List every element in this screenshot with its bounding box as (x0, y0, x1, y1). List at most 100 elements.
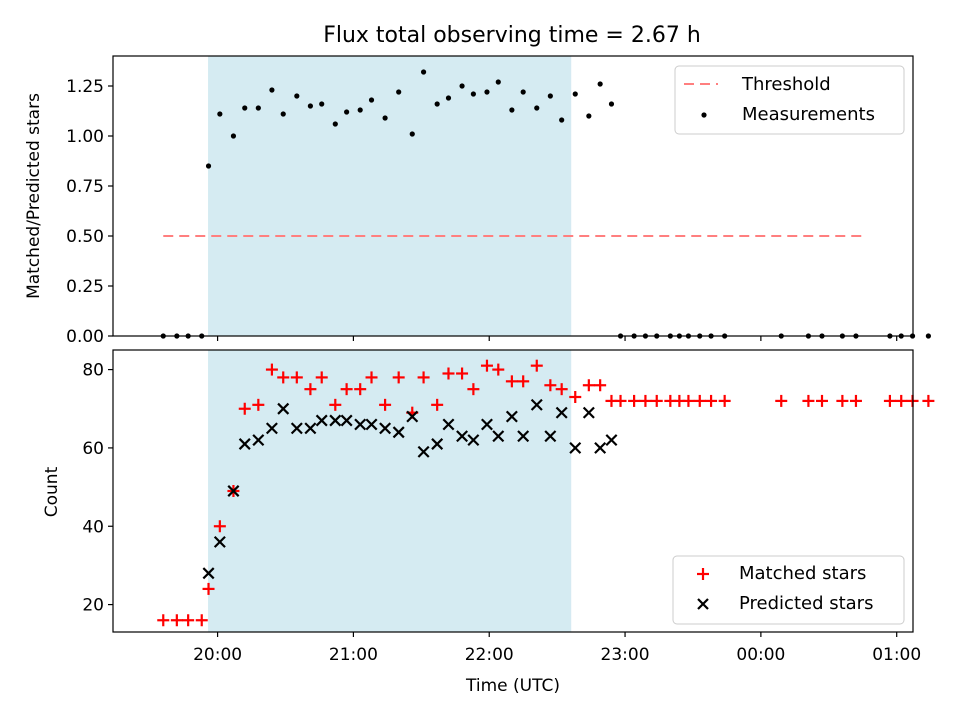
measurement-point (344, 109, 350, 115)
matched-star-point (705, 394, 718, 407)
matched-stars-legend-label: Matched stars (739, 563, 866, 584)
predicted-star-point (329, 414, 342, 427)
bottom-x-axis-label: Time (UTC) (465, 676, 560, 696)
matched-star-point (195, 614, 208, 627)
matched-star-point (304, 383, 317, 396)
matched-star-point (467, 383, 480, 396)
matched-star-point (252, 398, 265, 411)
measurement-point (319, 101, 325, 107)
predicted-star-point (456, 430, 469, 443)
matched-star-point (392, 371, 405, 384)
matched-star-point (836, 394, 849, 407)
bottom-y-axis-label: Count (42, 466, 62, 517)
measurement-point (242, 105, 248, 111)
matched-stars-series (157, 359, 935, 627)
predicted-star-point (315, 414, 328, 427)
predicted-star-point (569, 441, 582, 454)
measurement-point (509, 107, 515, 113)
top-legend-box (674, 65, 905, 135)
predicted-star-point (265, 422, 278, 435)
matched-star-point (650, 394, 663, 407)
matched-star-point (365, 371, 378, 384)
predicted-star-point (544, 430, 557, 443)
measurement-point (586, 113, 592, 119)
bottom-legend-box (672, 555, 905, 625)
predicted-star-point (582, 406, 595, 419)
bottom-shaded-region (208, 349, 572, 633)
predicted-star-point (392, 426, 405, 439)
matched-star-point (569, 391, 582, 403)
matched-star-point (849, 394, 862, 407)
top-shaded-region (208, 55, 572, 337)
matched-stars-legend-swatch (697, 568, 709, 580)
matched-star-point (202, 582, 215, 595)
matched-star-point (895, 394, 908, 407)
measurement-point (420, 69, 427, 75)
predicted-star-point (227, 485, 240, 497)
bottom-x-axis: 20:00 21:00 22:00 23:00 00:00 01:00 (193, 632, 921, 665)
top-y-tick-label: 1.00 (66, 127, 104, 147)
measurement-point (495, 79, 501, 85)
top-chart-title: Flux total observing time = 2.67 h (323, 23, 701, 48)
matched-star-point (555, 383, 568, 396)
matched-star-point (517, 375, 530, 388)
matched-star-point (329, 398, 342, 411)
matched-star-point (431, 398, 444, 411)
top-y-tick-label: 0.75 (66, 177, 104, 197)
measurement-point (294, 93, 300, 99)
matched-star-point (544, 379, 557, 392)
bottom-x-tick-label: 20:00 (193, 645, 242, 665)
predicted-star-point (202, 567, 215, 580)
bottom-y-tick-label: 80 (82, 361, 104, 381)
matched-star-point (417, 371, 430, 384)
matched-star-point (922, 394, 935, 407)
matched-star-point (157, 614, 170, 627)
bottom-plot-frame (112, 349, 914, 633)
matched-star-point (182, 614, 195, 627)
predicted-star-point (277, 402, 290, 415)
matched-star-point (883, 394, 896, 407)
measurement-point (368, 97, 375, 103)
measurement-point (217, 111, 223, 117)
predicted-star-point (354, 418, 367, 431)
measurement-point (534, 105, 540, 111)
predicted-star-point (480, 418, 493, 431)
matched-star-point (682, 394, 695, 407)
predicted-star-point (505, 410, 518, 423)
predicted-star-point (442, 418, 455, 431)
measurement-point (520, 89, 526, 95)
matched-star-point (775, 394, 788, 407)
measurement-point (445, 95, 452, 101)
predicted-star-point (238, 438, 251, 450)
top-panel: Flux total observing time = 2.67 h 0.000… (24, 23, 931, 347)
measurements-legend-label: Measurements (742, 104, 875, 125)
matched-star-point (170, 614, 183, 627)
matched-star-point (480, 359, 493, 372)
matched-star-point (594, 379, 607, 392)
measurement-point (608, 101, 615, 107)
predicted-star-point (467, 434, 480, 447)
measurement-point (269, 87, 275, 93)
measurement-point (409, 131, 415, 137)
matched-star-point (238, 402, 251, 415)
bottom-y-tick-label: 20 (82, 596, 104, 616)
matched-star-point (456, 367, 469, 380)
top-y-tick-label: 1.25 (66, 77, 104, 97)
bottom-y-tick-label: 60 (82, 439, 104, 459)
top-y-tick-label: 0.25 (66, 277, 104, 297)
predicted-star-point (555, 406, 568, 419)
measurement-point (925, 333, 931, 339)
top-x-axis (216, 336, 898, 341)
matched-star-point (354, 383, 367, 396)
bottom-x-tick-label: 00:00 (736, 645, 785, 665)
measurement-point (572, 91, 578, 97)
bottom-y-axis: 20 40 60 80 (82, 361, 113, 616)
bottom-x-tick-label: 21:00 (329, 645, 378, 665)
matched-star-point (530, 359, 543, 372)
predicted-star-point (530, 398, 543, 411)
bottom-y-tick-label: 40 (82, 517, 104, 537)
measurement-point (280, 111, 286, 117)
measurement-point (357, 107, 363, 113)
